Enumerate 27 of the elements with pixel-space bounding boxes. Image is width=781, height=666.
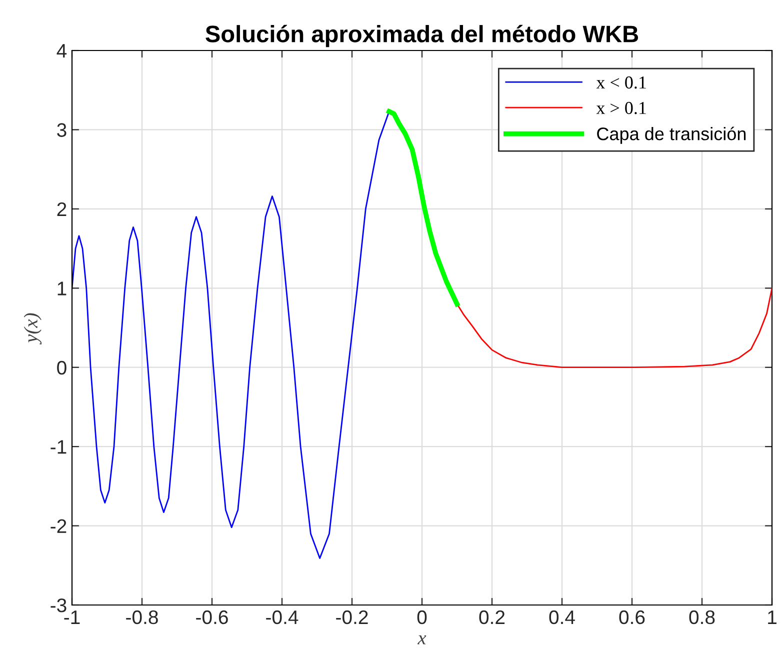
y-axis-title: y(x) [24,313,42,344]
y-tick-label: 1 [58,282,66,296]
y-tick-label: 3 [57,123,66,137]
y-tick-label: 0 [57,360,66,375]
x-tick-label: -0.6 [196,610,228,624]
x-tick-label: 0 [417,610,427,624]
legend-label: Capa de transición [597,126,746,144]
x-tick-label: -0.4 [266,610,298,624]
x-tick-label: 0.6 [619,610,645,624]
y-tick-label: -3 [50,598,66,612]
x-axis-title: x [417,635,426,644]
line-series [456,287,772,368]
x-tick-label: 0.4 [549,610,575,624]
legend-label: x < 0.1 [596,76,646,89]
x-tick-label: -0.8 [126,610,158,624]
y-tick-label: 4 [56,44,67,58]
y-tick-label: -1 [50,440,66,454]
line-series [72,110,390,559]
chart-title: Solución aproximada del método WKB [206,24,638,48]
y-tick-label: -2 [50,519,66,533]
x-tick-label: -0.2 [336,610,368,624]
y-tick-label: 2 [57,202,66,216]
x-tick-label: 0.8 [689,610,715,624]
line-series [386,109,460,306]
x-tick-label: 1 [768,610,776,624]
x-tick-label: 0.2 [479,610,505,624]
legend-label: x > 0.1 [596,102,646,114]
